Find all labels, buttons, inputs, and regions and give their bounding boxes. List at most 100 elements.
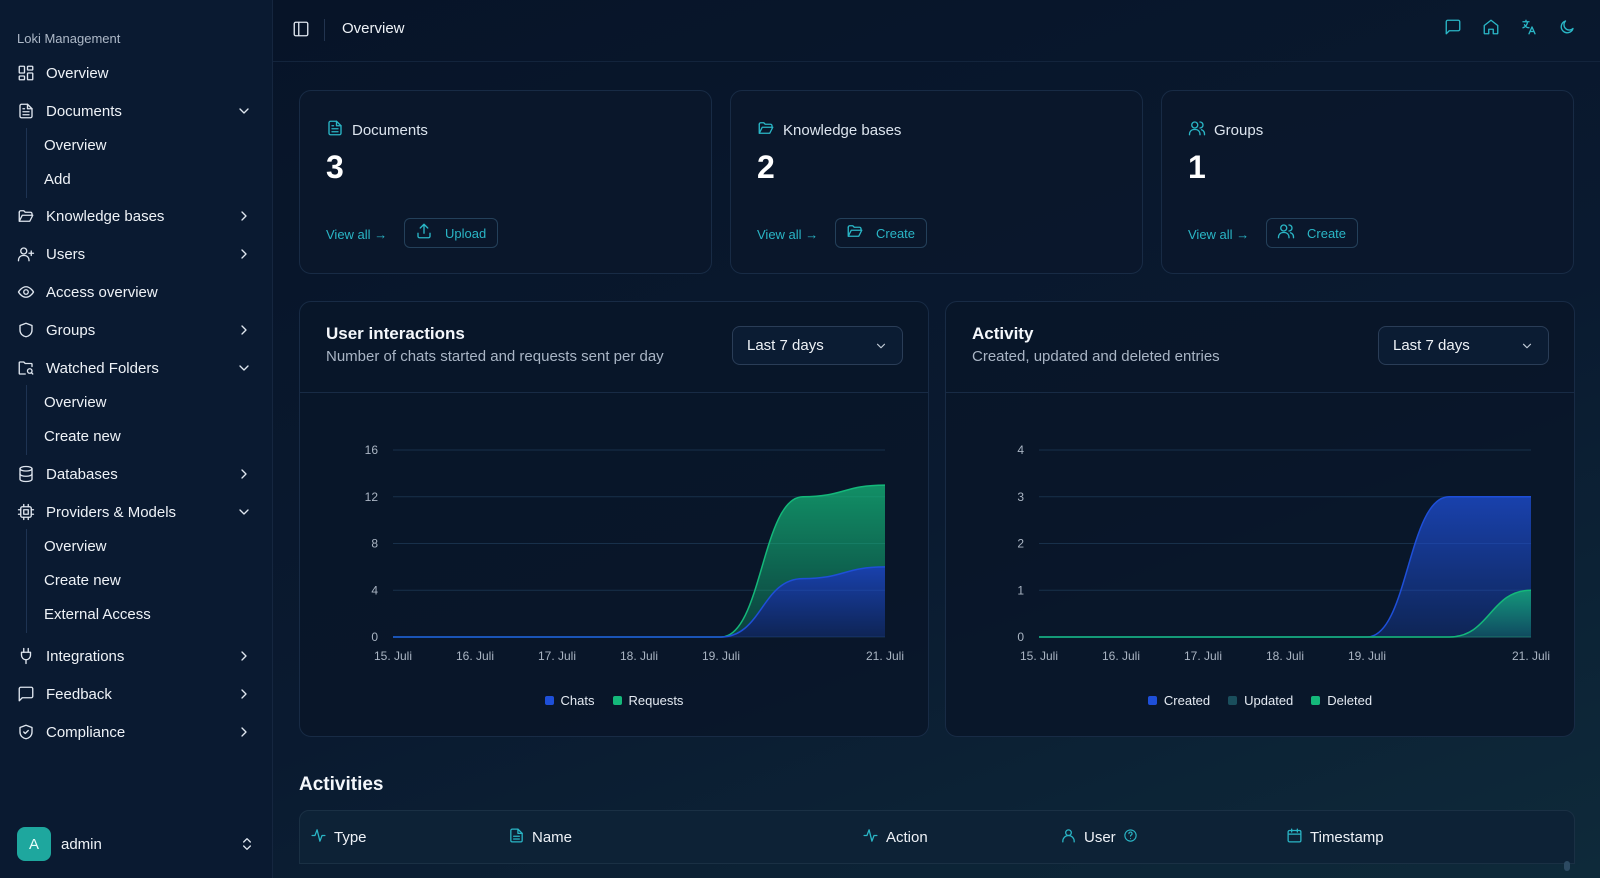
sidebar-subitem-providers-create[interactable]: Create new [44,572,121,589]
file-text-icon [508,827,532,848]
sidebar-item-compliance[interactable]: Compliance [10,716,262,748]
sidebar-subitem-watched-overview[interactable]: Overview [44,394,107,411]
sidebar-subitem-watched-create[interactable]: Create new [44,428,121,445]
area-requests [393,485,885,637]
sidebar-subitem-external-access[interactable]: External Access [44,606,151,623]
divider [324,19,325,41]
user-menu[interactable]: A admin [17,826,257,862]
submenu-line [26,385,27,455]
column-action[interactable]: Action [862,827,928,848]
y-tick-label: 8 [371,537,378,551]
sidebar-item-access-overview[interactable]: Access overview [10,276,262,308]
divider [946,392,1574,393]
user-plus-icon [16,244,36,264]
sidebar-item-label: Users [46,245,86,263]
page-title: Overview [342,20,405,37]
sidebar-item-feedback[interactable]: Feedback [10,678,262,710]
sidebar: Loki Management Overview Documents Overv… [0,0,273,878]
legend-item-requests[interactable]: Requests [612,693,684,708]
sidebar-subitem-documents-overview[interactable]: Overview [44,137,107,154]
sidebar-item-documents[interactable]: Documents [10,95,262,127]
legend-label: Requests [628,693,684,708]
sidebar-subitem-documents-add[interactable]: Add [44,171,71,188]
sidebar-toggle-icon[interactable] [292,20,312,40]
arrow-right-icon: → [1236,227,1250,242]
sidebar-item-providers-models[interactable]: Providers & Models [10,496,262,528]
scrollbar[interactable] [1564,861,1570,871]
grid-icon [16,63,36,83]
column-name[interactable]: Name [508,827,572,848]
stat-card-knowledge-bases: Knowledge bases 2 View all → Create [730,90,1143,274]
range-select[interactable]: Last 7 days [1378,326,1549,365]
upload-icon [415,222,433,245]
moon-icon[interactable] [1558,18,1576,36]
area-created [1039,496,1531,637]
chevron-right-icon [236,648,252,664]
x-tick-label: 19. Juli [1348,649,1386,663]
legend-item-created[interactable]: Created [1147,693,1210,708]
create-label: Create [876,225,916,241]
sidebar-item-overview[interactable]: Overview [10,57,262,89]
y-tick-label: 4 [371,583,378,597]
user-interactions-chart: 0 4 8 12 16 15. Juli 16. Juli 17. Juli 18. Juli 1… [365,443,904,663]
create-knowledge-base-button[interactable]: Create [835,218,928,248]
view-all-link[interactable]: View all → [326,227,387,242]
sidebar-subitem-providers-overview[interactable]: Overview [44,538,107,555]
line-chats [393,566,886,638]
translate-icon[interactable] [1520,18,1538,36]
column-type[interactable]: Type [310,827,367,848]
upload-button[interactable]: Upload [404,218,499,248]
stat-card-header: Knowledge bases [757,119,901,142]
legend-item-deleted[interactable]: Deleted [1311,693,1372,708]
calendar-icon [1286,827,1310,848]
y-tick-label: 0 [371,630,378,644]
y-tick-label: 16 [365,443,379,457]
database-icon [16,464,36,484]
column-timestamp[interactable]: Timestamp [1286,827,1384,848]
help-circle-icon[interactable] [1116,828,1138,847]
stat-card-header: Groups [1188,119,1263,142]
sidebar-item-knowledge-bases[interactable]: Knowledge bases [10,200,262,232]
sidebar-item-label: Watched Folders [46,359,159,377]
user-interactions-card: User interactions Number of chats starte… [299,301,929,737]
sidebar-item-watched-folders[interactable]: Watched Folders [10,352,262,384]
sidebar-item-groups[interactable]: Groups [10,314,262,346]
chevron-right-icon [236,246,252,262]
activity-icon [310,827,334,848]
folder-open-icon [846,222,864,245]
sidebar-item-label: Groups [46,321,96,339]
view-all-link[interactable]: View all → [1188,227,1249,242]
x-tick-label: 19. Juli [702,649,740,663]
view-all-label: View all [326,227,371,242]
view-all-label: View all [757,227,802,242]
chevron-right-icon [236,724,252,740]
sidebar-item-users[interactable]: Users [10,238,262,270]
chart-subtitle: Created, updated and deleted entries [972,348,1220,365]
sidebar-item-label: Documents [46,102,122,120]
divider [300,392,928,393]
chat-icon[interactable] [1444,18,1462,36]
stat-count: 2 [757,149,775,185]
activity-icon [862,827,886,848]
sidebar-item-integrations[interactable]: Integrations [10,640,262,672]
view-all-link[interactable]: View all → [757,227,818,242]
folder-search-icon [16,358,36,378]
chevron-down-icon [236,504,252,520]
legend-item-updated[interactable]: Updated [1228,693,1293,708]
view-all-label: View all [1188,227,1233,242]
chevron-right-icon [236,466,252,482]
chart-title: Activity [972,324,1034,343]
create-group-button[interactable]: Create [1266,218,1359,248]
legend-item-chats[interactable]: Chats [544,693,595,708]
column-user[interactable]: User [1060,827,1138,848]
topbar: Overview [273,0,1600,62]
folder-open-icon [16,206,36,226]
x-tick-label: 15. Juli [374,649,412,663]
x-tick-label: 18. Juli [1266,649,1304,663]
column-label: Type [334,829,367,846]
home-icon[interactable] [1482,18,1500,36]
sidebar-item-databases[interactable]: Databases [10,458,262,490]
range-select[interactable]: Last 7 days [732,326,903,365]
x-tick-label: 15. Juli [1020,649,1058,663]
avatar: A [17,827,51,861]
